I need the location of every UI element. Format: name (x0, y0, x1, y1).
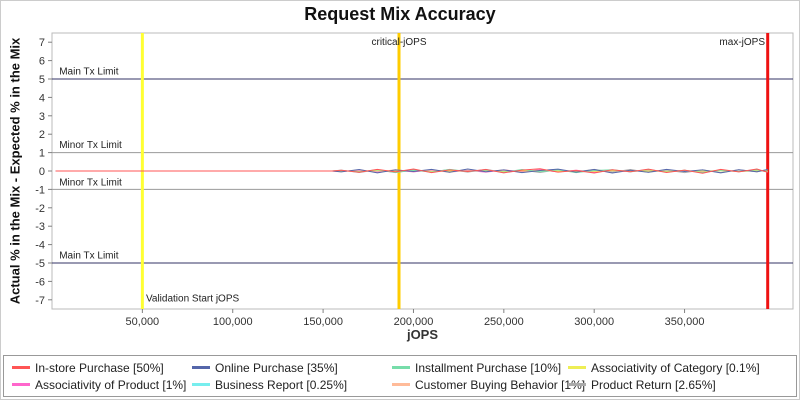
y-tick-label: 6 (39, 56, 45, 68)
y-tick-label: -7 (35, 295, 45, 307)
plot-annotation: critical-jOPS (371, 37, 426, 48)
y-tick-label: 4 (39, 92, 45, 104)
chart-title: Request Mix Accuracy (304, 4, 496, 24)
legend-item: Associativity of Category [0.1%] (568, 361, 788, 375)
x-tick-label: 100,000 (213, 316, 253, 328)
legend-item: Product Return [2.65%] (568, 378, 788, 392)
legend-item: Online Purchase [35%] (192, 361, 392, 375)
y-tick-label: 3 (39, 111, 45, 123)
y-tick-label: 1 (39, 148, 45, 160)
y-tick-label: 2 (39, 129, 45, 141)
legend-line-marker (392, 383, 410, 386)
y-tick-label: -5 (35, 258, 45, 270)
x-tick-label: 250,000 (484, 316, 524, 328)
plot-canvas: -7 -6 -5 -4 -3 -2 -1 0 1 2 3 4 5 6 7 50,000 100,000 150,0… (35, 32, 794, 328)
legend-line-marker (392, 366, 410, 369)
legend-item: Installment Purchase [10%] (392, 361, 568, 375)
legend-line-marker (192, 366, 210, 369)
y-tick-label: 5 (39, 74, 45, 86)
plot-annotation: Validation Start jOPS (146, 294, 240, 305)
legend-line-marker (12, 366, 30, 369)
y-axis-label: Actual % in the Mix - Expected % in the … (7, 37, 23, 305)
legend-label: Associativity of Product [1%] (35, 377, 187, 392)
x-tick-label: 300,000 (574, 316, 614, 328)
x-tick-label: 200,000 (394, 316, 434, 328)
x-tick-label: 50,000 (126, 316, 160, 328)
legend: In-store Purchase [50%] Online Purchase … (3, 355, 797, 397)
plot-annotation: Main Tx Limit (59, 250, 118, 261)
y-tick-label: -4 (35, 240, 45, 252)
y-tick-label: -6 (35, 276, 45, 288)
legend-line-marker (192, 383, 210, 386)
series-line (55, 168, 768, 174)
y-tick-label: 7 (39, 37, 45, 49)
x-axis-label: jOPS (406, 327, 439, 342)
series-line (55, 168, 768, 174)
y-tick-label: -2 (35, 203, 45, 215)
legend-item: In-store Purchase [50%] (12, 361, 192, 375)
legend-item: Customer Buying Behavior [1%] (392, 378, 585, 392)
legend-label: In-store Purchase [50%] (35, 360, 164, 375)
legend-label: Customer Buying Behavior [1%] (415, 377, 586, 392)
y-tick-label: -3 (35, 221, 45, 233)
x-tick-label: 150,000 (303, 316, 343, 328)
legend-label: Product Return [2.65%] (591, 377, 716, 392)
legend-label: Installment Purchase [10%] (415, 360, 562, 375)
legend-label: Online Purchase [35%] (215, 360, 338, 375)
legend-item: Business Report [0.25%] (192, 378, 392, 392)
y-tick-label: -1 (35, 184, 45, 196)
legend-line-marker (568, 383, 586, 386)
y-tick-label: 0 (39, 166, 45, 178)
legend-line-marker (12, 383, 30, 386)
legend-item: Associativity of Product [1%] (12, 378, 192, 392)
legend-line-marker (568, 366, 586, 369)
legend-label: Associativity of Category [0.1%] (591, 360, 760, 375)
plot-annotation: Main Tx Limit (59, 66, 118, 77)
plot-annotation: Minor Tx Limit (59, 140, 122, 151)
plot-annotation: Minor Tx Limit (59, 178, 122, 189)
plot-annotation: max-jOPS (719, 37, 765, 48)
legend-label: Business Report [0.25%] (215, 377, 348, 392)
x-tick-label: 350,000 (665, 316, 705, 328)
